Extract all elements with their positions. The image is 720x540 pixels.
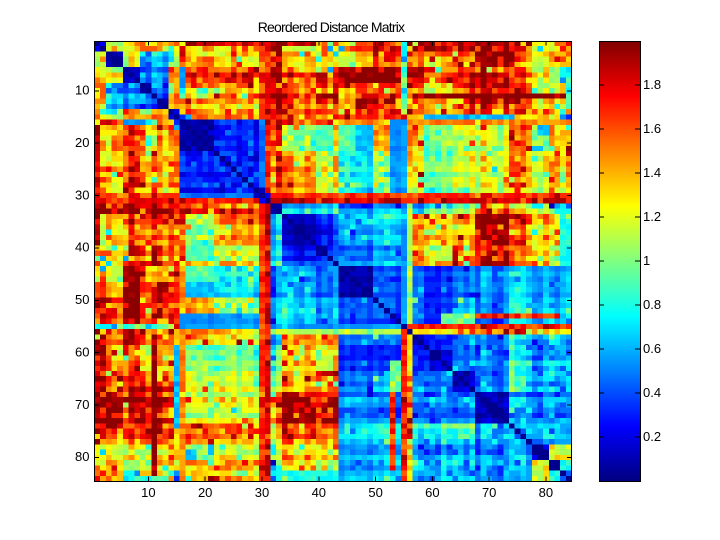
svg-text:Reordered Distance Matrix: Reordered Distance Matrix (258, 19, 405, 35)
